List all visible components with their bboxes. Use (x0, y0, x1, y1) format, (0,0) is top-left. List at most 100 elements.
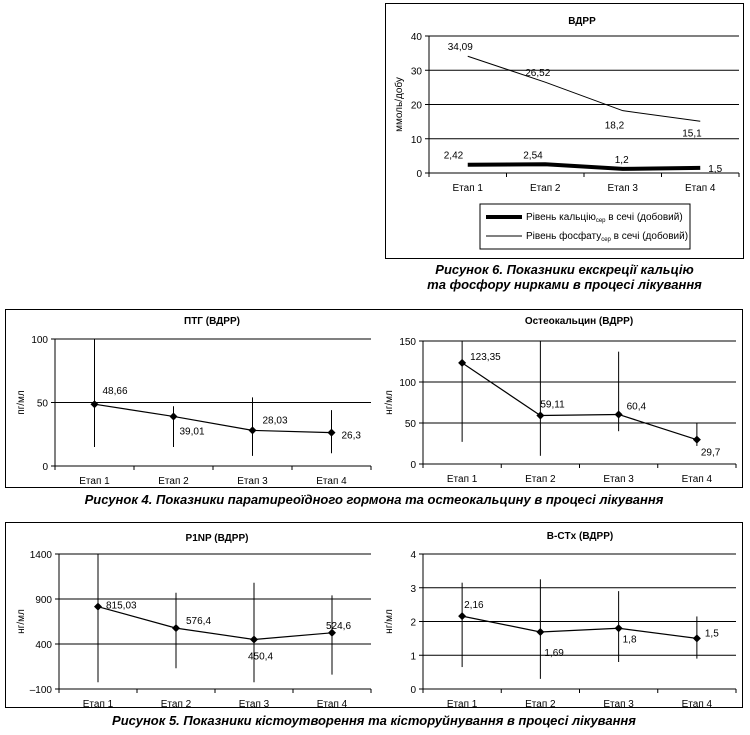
x-tick-label: Етап 4 (685, 183, 716, 194)
y-axis-label: нг/мл (16, 609, 27, 634)
data-label: 1,2 (615, 155, 629, 166)
legend-phosphate-label: Рівень фосфатусер в сечі (добовий) (526, 230, 688, 243)
y-tick-label: 50 (405, 419, 417, 430)
data-label: 2,42 (444, 151, 464, 162)
data-point-marker (90, 400, 99, 409)
figure5-caption: Рисунок 5. Показники кістоутворення та к… (112, 713, 636, 728)
y-tick-label: 0 (410, 685, 416, 696)
chart-title: ПТГ (ВДРР) (184, 316, 240, 327)
data-point-marker (614, 410, 623, 419)
series-line (94, 403, 332, 434)
data-label: 29,7 (701, 448, 721, 459)
y-tick-label: 400 (35, 640, 52, 651)
x-tick-label: Етап 3 (239, 699, 270, 707)
figure6-caption-line1: Рисунок 6. Показники екскреції кальцію (435, 262, 694, 277)
data-point-marker (536, 627, 545, 636)
x-tick-label: Етап 1 (79, 476, 110, 487)
series-line (467, 162, 701, 171)
data-label: 18,2 (605, 121, 625, 132)
y-tick-label: 40 (411, 32, 423, 43)
series-line (461, 362, 698, 441)
y-tick-label: 50 (37, 399, 49, 410)
x-tick-label: Етап 3 (603, 474, 634, 485)
x-tick-label: Етап 1 (83, 699, 114, 707)
p1np-chart: –100 400 900 1400 Етап 1 Етап 2 Етап 3 Етап 4 P1… (16, 533, 372, 707)
x-tick-label: Етап 3 (237, 476, 268, 487)
data-label: 815,03 (106, 601, 137, 612)
x-tick-label: Етап 1 (453, 183, 484, 194)
x-tick-label: Етап 2 (530, 183, 561, 194)
y-tick-label: 3 (410, 584, 416, 595)
data-label: 26,52 (525, 68, 550, 79)
chart-title: B-CTx (ВДРР) (547, 531, 613, 542)
y-tick-label: 1400 (30, 550, 53, 561)
y-tick-label: –100 (30, 685, 53, 696)
y-axis-label: нг/мл (384, 390, 395, 415)
x-tick-label: Етап 4 (317, 699, 348, 707)
data-label: 59,11 (540, 400, 565, 411)
data-point-marker (536, 411, 545, 420)
y-tick-label: 2 (410, 618, 416, 629)
data-point-marker (328, 628, 336, 637)
data-point-marker (172, 624, 180, 633)
y-tick-label: 1 (410, 651, 416, 662)
x-tick-label: Етап 1 (447, 699, 478, 707)
legend-box (479, 203, 691, 250)
figure4-panel: 0 50 100 Етап 1 Етап 2 Етап 3 Етап 4 ПТГ (ВДРР)… (5, 309, 743, 488)
data-label: 39,01 (180, 426, 205, 437)
data-label: 450,4 (248, 651, 273, 662)
series-line (462, 615, 697, 639)
data-label: 2,16 (464, 600, 484, 611)
y-tick-label: 900 (35, 595, 52, 606)
bctx-chart: 0 1 2 3 4 Етап 1 Етап 2 Етап 3 Етап 4 B-CTx (ВДРР… (384, 531, 737, 707)
data-point-marker (169, 412, 178, 421)
data-point-marker (692, 435, 701, 444)
x-tick-label: Етап 2 (525, 474, 556, 485)
series-line (467, 55, 701, 122)
figure4-caption: Рисунок 4. Показники паратиреоїдного гор… (84, 492, 664, 507)
x-tick-label: Етап 2 (525, 699, 556, 707)
data-label: 576,4 (186, 616, 211, 627)
data-point-marker (94, 602, 102, 611)
data-label: 1,69 (544, 648, 564, 659)
data-point-marker (458, 612, 467, 621)
y-tick-label: 10 (411, 135, 423, 146)
y-tick-label: 0 (410, 460, 416, 471)
data-label: 15,1 (682, 128, 702, 139)
x-tick-label: Етап 2 (158, 476, 189, 487)
data-label: 28,03 (263, 415, 288, 426)
data-label: 524,6 (326, 621, 351, 632)
chart-title: Остеокальцин (ВДРР) (525, 316, 633, 327)
data-label: 2,54 (523, 150, 543, 161)
data-point-marker (250, 635, 258, 644)
chart-title: P1NP (ВДРР) (186, 533, 249, 544)
y-tick-label: 20 (411, 101, 423, 112)
data-label: 48,66 (103, 386, 128, 397)
y-tick-label: 100 (31, 335, 48, 346)
y-tick-label: 100 (399, 378, 416, 389)
data-label: 1,8 (623, 634, 637, 645)
x-tick-label: Етап 1 (447, 474, 478, 485)
y-axis-label: ммоль/добу (393, 77, 405, 132)
y-axis-label: пг/мл (16, 390, 27, 415)
y-tick-label: 0 (42, 462, 48, 473)
data-point-marker (458, 358, 467, 367)
data-point-marker (692, 634, 701, 643)
y-axis-label: нг/мл (384, 609, 395, 634)
figure5-panel: –100 400 900 1400 Етап 1 Етап 2 Етап 3 Етап 4 P1… (5, 522, 743, 708)
y-tick-label: 150 (399, 337, 416, 348)
y-tick-label: 4 (410, 550, 416, 561)
x-tick-label: Етап 3 (608, 183, 639, 194)
data-point-marker (614, 624, 623, 633)
chart-title: ВДРР (568, 16, 596, 27)
data-label: 60,4 (627, 401, 647, 412)
x-tick-label: Етап 4 (316, 476, 347, 487)
vdrr-excretion-chart: Рівень кальціюсер в сечі (добовий) Рівен… (393, 16, 740, 250)
legend-calcium-label: Рівень кальціюсер в сечі (добовий) (526, 211, 683, 224)
figure6-caption-line2: та фосфору нирками в процесі лікування (427, 277, 702, 292)
data-label: 123,35 (470, 352, 501, 363)
x-tick-label: Етап 4 (682, 474, 713, 485)
x-tick-label: Етап 4 (682, 699, 713, 707)
series-line (97, 606, 333, 641)
x-tick-label: Етап 3 (603, 699, 634, 707)
